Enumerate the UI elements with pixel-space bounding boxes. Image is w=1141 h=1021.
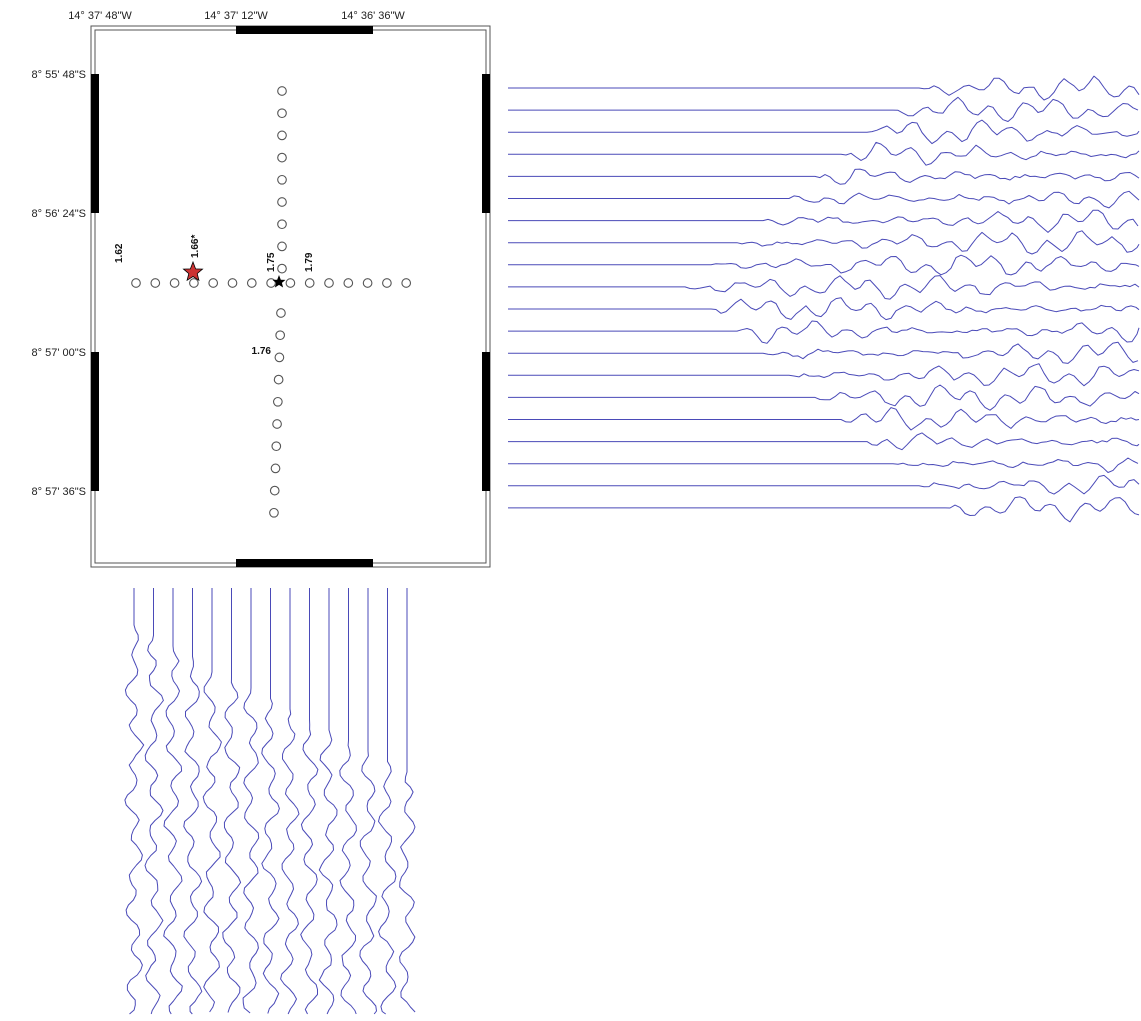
- receiver-circle: [274, 352, 285, 363]
- receiver-circle: [401, 278, 412, 288]
- scale-bar-right-upper: [482, 74, 490, 213]
- seismogram-trace: [222, 588, 242, 1013]
- receiver-circle: [150, 278, 161, 288]
- receiver-circle: [189, 278, 199, 288]
- seismogram-trace: [508, 320, 1140, 344]
- receiver-circle: [272, 396, 283, 407]
- receiver-circle: [208, 278, 219, 288]
- receiver-circle: [343, 278, 354, 288]
- seismogram-trace: [261, 588, 280, 1014]
- scale-bar-left-upper: [91, 74, 99, 213]
- receiver-array: [131, 86, 412, 518]
- receiver-circle: [277, 108, 287, 119]
- seismogram-trace: [378, 588, 397, 1015]
- seismogram-trace: [163, 588, 183, 1015]
- latitude-label: 8° 57' 36"S: [32, 486, 86, 498]
- seismogram-trace: [508, 75, 1140, 101]
- value-south-arm: 1.76: [252, 346, 272, 357]
- receiver-circle: [277, 174, 287, 185]
- map-frame: [90, 25, 491, 568]
- seismogram-trace: [508, 141, 1140, 166]
- source-star-icon: [182, 260, 204, 282]
- latitude-label: 8° 57' 00"S: [32, 347, 86, 359]
- seismogram-trace: [124, 588, 145, 1015]
- receiver-circle: [382, 278, 392, 288]
- seismogram-trace: [508, 254, 1140, 276]
- latitude-label: 8° 55' 48"S: [32, 69, 86, 81]
- latitude-label: 8° 56' 24"S: [32, 208, 86, 220]
- value-cross-left: 1.75: [266, 252, 277, 272]
- seismogram-trace: [508, 190, 1140, 209]
- seismogram-trace: [508, 363, 1140, 387]
- seismogram-trace: [339, 588, 357, 1015]
- seismogram-trace: [508, 432, 1140, 451]
- seismogram-trace: [508, 168, 1140, 185]
- receiver-circle: [304, 278, 315, 288]
- seismogram-trace: [318, 588, 338, 1015]
- seismogram-trace: [508, 496, 1140, 523]
- receiver-circle: [362, 278, 373, 288]
- seismogram-trace: [359, 588, 377, 1015]
- receiver-circle: [277, 152, 287, 163]
- receiver-circle: [285, 278, 296, 288]
- scale-bar-left-lower: [91, 352, 99, 491]
- receiver-circle: [246, 278, 257, 288]
- receiver-circle: [277, 263, 287, 274]
- seismogram-trace: [300, 588, 319, 1015]
- receiver-circle: [269, 507, 279, 518]
- seismogram-trace: [508, 457, 1139, 473]
- seismogram-trace: [508, 119, 1140, 145]
- value-source: 1.66*: [190, 235, 201, 258]
- scale-bar-top: [236, 26, 373, 34]
- seismogram-trace: [508, 384, 1140, 411]
- receiver-circle: [275, 330, 286, 341]
- cross-star-icon: [272, 275, 286, 288]
- seismogram-trace: [183, 588, 203, 1015]
- right-seismogram-panel: [508, 75, 1140, 523]
- scale-bar-bottom: [236, 559, 373, 567]
- receiver-circle: [270, 463, 281, 474]
- seismogram-trace: [202, 588, 222, 1013]
- longitude-label: 14° 37' 48"W: [68, 10, 132, 22]
- scale-bar-right-lower: [482, 352, 490, 491]
- receiver-circle: [277, 241, 287, 252]
- receiver-circle: [269, 485, 280, 496]
- seismogram-trace: [508, 407, 1140, 431]
- value-west-end: 1.62: [114, 243, 125, 263]
- receiver-circle: [131, 278, 141, 288]
- receiver-circle: [324, 278, 334, 288]
- value-cross-right: 1.79: [304, 252, 315, 272]
- receiver-circle: [276, 308, 286, 318]
- seismogram-trace: [242, 588, 260, 1014]
- seismogram-trace: [508, 297, 1140, 321]
- seismogram-trace: [508, 474, 1140, 495]
- seismogram-trace: [508, 230, 1140, 255]
- receiver-circle: [271, 441, 282, 452]
- receiver-circle: [266, 278, 276, 288]
- receiver-circle: [272, 419, 282, 429]
- receiver-circle: [277, 130, 287, 141]
- seismogram-trace: [508, 341, 1139, 364]
- longitude-label: 14° 37' 12"W: [204, 10, 268, 22]
- seismogram-trace: [508, 96, 1139, 122]
- receiver-circle: [277, 219, 287, 230]
- seismogram-trace: [280, 588, 300, 1015]
- longitude-label: 14° 36' 36"W: [341, 10, 405, 22]
- seismogram-trace: [144, 588, 164, 1015]
- receiver-circle: [169, 278, 180, 288]
- receiver-circle: [273, 374, 284, 385]
- receiver-circle: [277, 86, 287, 96]
- receiver-circle: [277, 197, 287, 207]
- seismogram-trace: [508, 275, 1140, 300]
- seismogram-trace: [508, 209, 1139, 233]
- receiver-circle: [227, 278, 238, 288]
- seismogram-trace: [399, 588, 416, 1013]
- bottom-seismogram-panel: [124, 588, 416, 1015]
